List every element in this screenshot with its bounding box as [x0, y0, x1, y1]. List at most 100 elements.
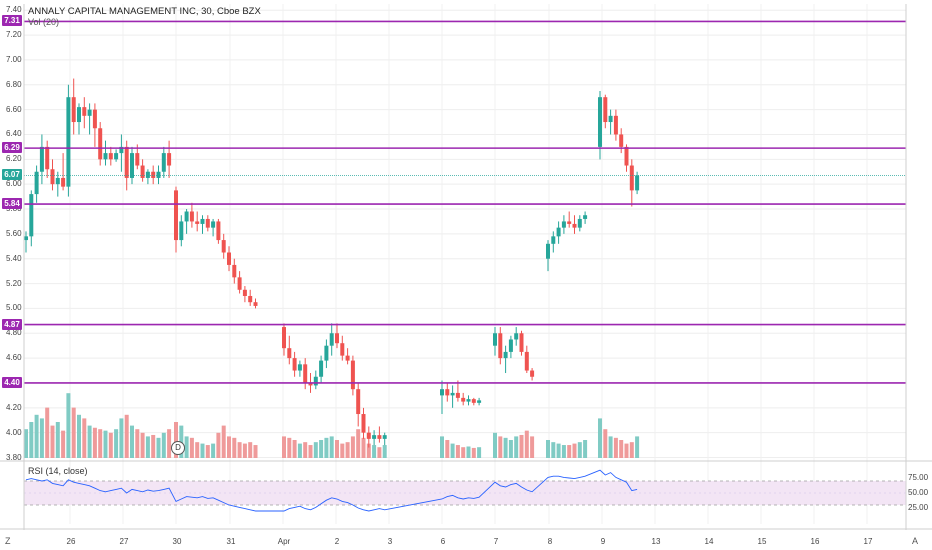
candle-body[interactable]: [156, 171, 161, 178]
candle-body[interactable]: [445, 389, 450, 396]
candle-body[interactable]: [324, 345, 329, 361]
candle-body[interactable]: [242, 289, 247, 296]
candle-body[interactable]: [503, 351, 508, 359]
candle-body[interactable]: [471, 399, 476, 403]
candle-body[interactable]: [211, 221, 216, 228]
candle-body[interactable]: [237, 277, 242, 290]
candle-body[interactable]: [189, 211, 194, 222]
candle-body[interactable]: [635, 175, 640, 191]
candle-body[interactable]: [221, 240, 226, 253]
candle-body[interactable]: [556, 227, 561, 237]
candle-body[interactable]: [629, 165, 634, 191]
candle-body[interactable]: [350, 360, 355, 390]
candle-body[interactable]: [619, 134, 624, 147]
candle-body[interactable]: [200, 218, 205, 224]
candle-body[interactable]: [377, 435, 382, 439]
candle-body[interactable]: [92, 109, 97, 129]
candle-body[interactable]: [335, 333, 339, 344]
candle-body[interactable]: [151, 171, 156, 178]
candle-body[interactable]: [583, 215, 588, 219]
candle-body[interactable]: [82, 107, 87, 116]
candle-body[interactable]: [455, 392, 460, 398]
candle-body[interactable]: [340, 343, 345, 356]
candle-body[interactable]: [184, 211, 189, 222]
candle-body[interactable]: [55, 177, 60, 185]
candle-body[interactable]: [366, 432, 371, 439]
candle-body[interactable]: [603, 97, 608, 123]
candle-body[interactable]: [567, 221, 572, 224]
candle-body[interactable]: [161, 153, 166, 172]
candle-body[interactable]: [508, 339, 513, 352]
candle-body[interactable]: [135, 153, 140, 166]
candle-body[interactable]: [530, 370, 535, 377]
candle-body[interactable]: [108, 153, 113, 160]
candle-body[interactable]: [232, 264, 237, 278]
candle-body[interactable]: [114, 153, 119, 160]
timezone-toggle[interactable]: Z: [5, 536, 11, 546]
candle-body[interactable]: [561, 221, 566, 228]
rsi-indicator-label[interactable]: RSI (14, close): [28, 466, 88, 476]
candle-body[interactable]: [551, 236, 556, 244]
candle-body[interactable]: [130, 153, 134, 178]
candle-body[interactable]: [613, 115, 618, 135]
candle-body[interactable]: [519, 333, 524, 352]
candle-body[interactable]: [216, 221, 221, 241]
candle-body[interactable]: [140, 165, 145, 178]
candle-body[interactable]: [174, 190, 178, 241]
candle-body[interactable]: [77, 107, 81, 123]
candle-body[interactable]: [498, 333, 503, 359]
candle-body[interactable]: [319, 360, 324, 377]
candle-body[interactable]: [361, 414, 366, 433]
candle-body[interactable]: [356, 389, 361, 415]
candle-body[interactable]: [382, 435, 387, 439]
candle-body[interactable]: [624, 146, 629, 166]
candle-body[interactable]: [493, 333, 497, 346]
candle-body[interactable]: [227, 252, 231, 265]
candle-body[interactable]: [45, 146, 50, 170]
candle-body[interactable]: [24, 236, 28, 241]
candle-body[interactable]: [205, 218, 210, 228]
candle-body[interactable]: [329, 333, 334, 346]
candle-body[interactable]: [524, 351, 529, 371]
candle-body[interactable]: [440, 389, 444, 396]
candle-body[interactable]: [71, 97, 76, 123]
candle-body[interactable]: [514, 333, 519, 340]
candle-body[interactable]: [39, 146, 44, 172]
candle-body[interactable]: [119, 146, 124, 154]
candle-body[interactable]: [282, 327, 286, 349]
candle-body[interactable]: [372, 435, 377, 439]
candle-body[interactable]: [287, 348, 292, 359]
auto-scale-toggle[interactable]: A: [912, 536, 919, 546]
candle-body[interactable]: [61, 177, 66, 187]
candle-body[interactable]: [167, 153, 172, 166]
candle-body[interactable]: [577, 218, 582, 228]
candle-body[interactable]: [179, 221, 184, 241]
candle-body[interactable]: [50, 169, 55, 185]
candle-body[interactable]: [608, 115, 613, 123]
candle-body[interactable]: [34, 171, 39, 195]
dividend-marker[interactable]: D: [171, 441, 185, 455]
candle-body[interactable]: [572, 223, 577, 228]
candle-body[interactable]: [195, 221, 200, 224]
candle-body[interactable]: [461, 397, 466, 402]
candle-body[interactable]: [248, 295, 253, 303]
candle-body[interactable]: [450, 392, 455, 396]
candle-body[interactable]: [66, 97, 71, 187]
candle-body[interactable]: [145, 171, 150, 178]
candle-body[interactable]: [466, 399, 471, 402]
candle-body[interactable]: [308, 382, 313, 386]
candle-body[interactable]: [297, 364, 302, 371]
candle-body[interactable]: [87, 109, 92, 116]
candle-body[interactable]: [303, 364, 308, 383]
candle-body[interactable]: [98, 128, 103, 160]
candle-body[interactable]: [345, 355, 350, 361]
candle-body[interactable]: [546, 243, 550, 259]
candle-body[interactable]: [292, 358, 297, 371]
candle-body[interactable]: [598, 97, 602, 147]
candle-body[interactable]: [253, 302, 258, 306]
candle-body[interactable]: [313, 376, 318, 386]
candle-body[interactable]: [124, 146, 129, 178]
candle-body[interactable]: [477, 400, 482, 403]
candle-body[interactable]: [29, 194, 34, 237]
